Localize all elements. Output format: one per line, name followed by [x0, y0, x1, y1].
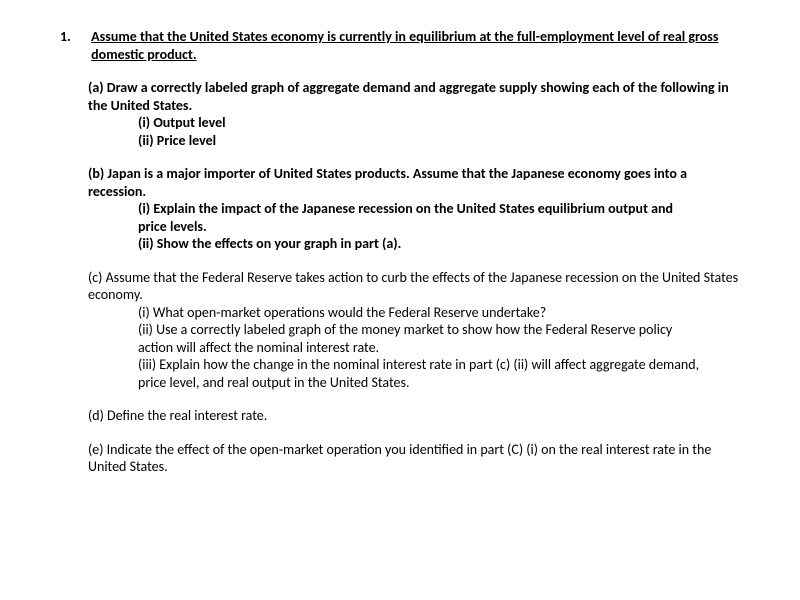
part-c-i: (i) What open-market operations would th… — [138, 304, 700, 322]
part-a: (a) Draw a correctly labeled graph of ag… — [88, 79, 740, 149]
part-c: (c) Assume that the Federal Reserve take… — [88, 269, 740, 392]
part-a-i: (i) Output level — [138, 114, 700, 132]
question-block: 1. Assume that the United States economy… — [60, 28, 740, 476]
part-d-lead: (d) Define the real interest rate. — [88, 407, 740, 425]
part-b-lead: (b) Japan is a major importer of United … — [88, 165, 740, 200]
part-e: (e) Indicate the effect of the open-mark… — [88, 441, 740, 476]
part-c-lead: (c) Assume that the Federal Reserve take… — [88, 269, 740, 304]
part-c-iii: (iii) Explain how the change in the nomi… — [138, 356, 700, 391]
part-e-lead: (e) Indicate the effect of the open-mark… — [88, 441, 740, 476]
part-b-i: (i) Explain the impact of the Japanese r… — [138, 200, 700, 235]
question-title: Assume that the United States economy is… — [91, 28, 731, 63]
part-c-ii: (ii) Use a correctly labeled graph of th… — [138, 321, 700, 356]
part-a-lead: (a) Draw a correctly labeled graph of ag… — [88, 79, 740, 114]
part-b-ii: (ii) Show the effects on your graph in p… — [138, 235, 700, 253]
part-d: (d) Define the real interest rate. — [88, 407, 740, 425]
part-a-ii: (ii) Price level — [138, 132, 700, 150]
question-number: 1. — [60, 28, 88, 46]
part-b: (b) Japan is a major importer of United … — [88, 165, 740, 253]
